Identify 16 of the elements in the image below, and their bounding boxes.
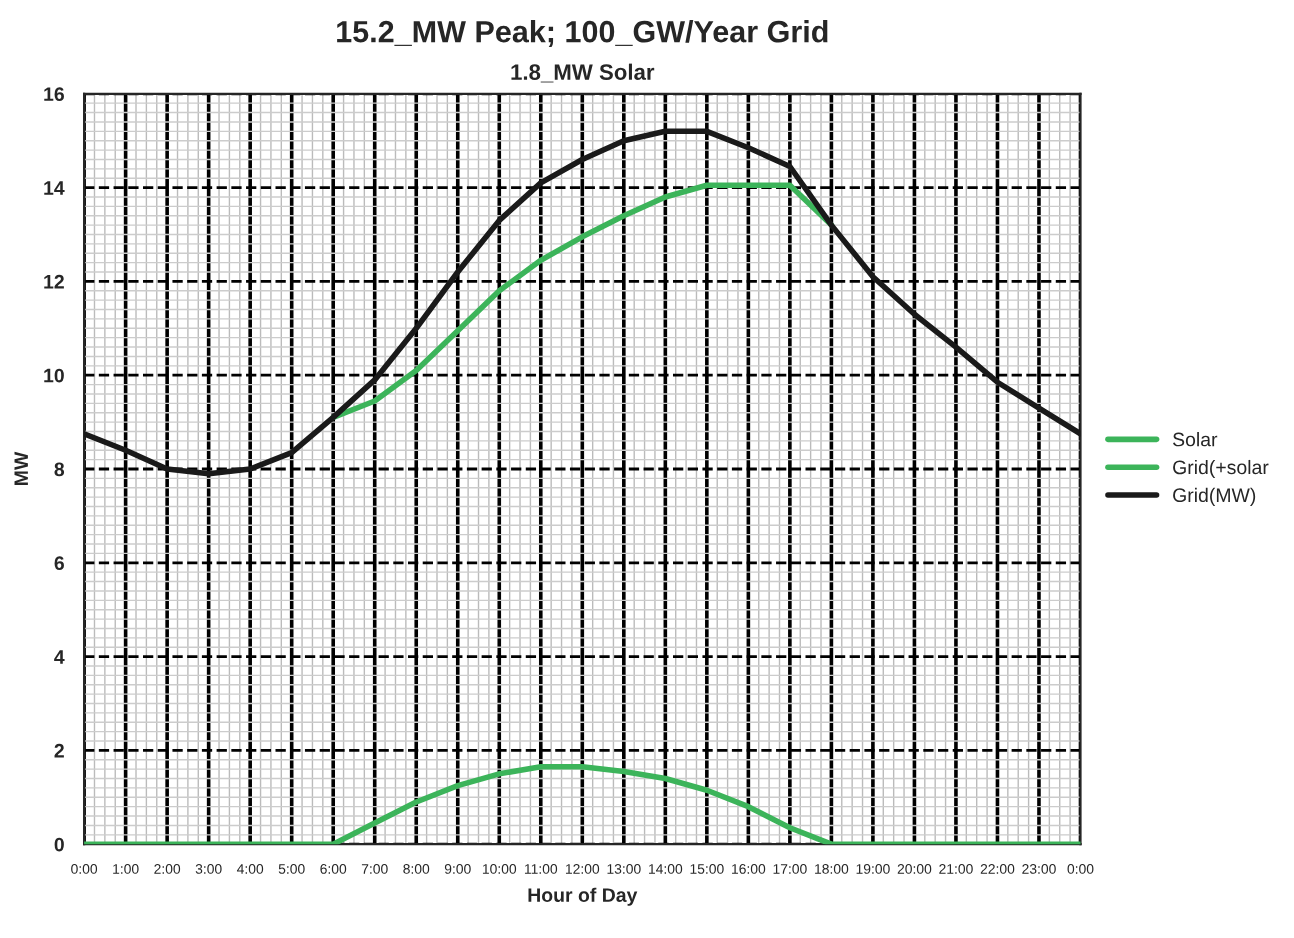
y-tick-label: 14 xyxy=(44,181,65,195)
y-tick-label: 4 xyxy=(54,650,65,664)
y-tick-label: 16 xyxy=(44,87,64,102)
y-axis-title: MW xyxy=(14,451,28,485)
y-tick-label: 8 xyxy=(54,462,65,477)
legend-label: Grid(MW) xyxy=(1173,487,1256,506)
legend-label: Solar xyxy=(1173,432,1218,447)
x-axis-title: Hour of Day xyxy=(528,887,638,906)
chart-subtitle: 1.8_MW Solar xyxy=(511,63,655,83)
y-tick-label: 6 xyxy=(54,556,64,571)
y-tick-label: 12 xyxy=(44,274,64,289)
y-tick-label: 0 xyxy=(54,837,64,852)
y-tick-label: 2 xyxy=(54,743,64,758)
y-tick-label: 10 xyxy=(44,368,64,383)
chart-title: 15.2_MW Peak; 100_GW/Year Grid xyxy=(337,20,828,47)
legend-label: Grid(+solar xyxy=(1173,459,1269,479)
